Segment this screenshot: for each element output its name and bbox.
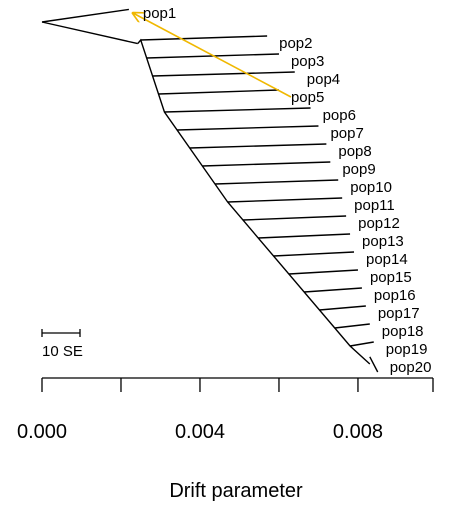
- leaf-branch-pop5: [158, 89, 279, 95]
- scale-bar-label: 10 SE: [42, 343, 83, 360]
- leaf-branch-pop4: [152, 71, 295, 77]
- leaf-branch-pop17: [319, 305, 366, 311]
- leaf-label-pop6: pop6: [323, 107, 356, 124]
- leaf-label-pop10: pop10: [350, 179, 392, 196]
- x-tick-label-1: 0.004: [175, 421, 225, 443]
- leaf-branch-pop15: [288, 269, 359, 275]
- leaf-label-pop9: pop9: [342, 161, 375, 178]
- leaf-branch-pop12: [242, 215, 347, 221]
- leaf-label-pop16: pop16: [374, 287, 416, 304]
- leaf-label-pop15: pop15: [370, 269, 412, 286]
- leaf-branch-pop10: [214, 179, 339, 185]
- leaf-branch-pop20: [369, 356, 379, 373]
- leaf-label-pop8: pop8: [338, 143, 371, 160]
- leaf-label-pop14: pop14: [366, 251, 408, 268]
- leaf-label-pop4: pop4: [307, 71, 340, 88]
- x-tick-label-0: 0.000: [17, 421, 67, 443]
- leaf-label-pop5: pop5: [291, 89, 324, 106]
- migration-layer: [133, 13, 292, 98]
- x-axis-title: Drift parameter: [169, 480, 303, 502]
- leaf-label-layer: pop1pop2pop3pop4pop5pop6pop7pop8pop9pop1…: [143, 5, 432, 376]
- leaf-branch-pop8: [189, 143, 327, 149]
- x-axis: 0.000 0.004 0.008 Drift parameter: [17, 377, 434, 502]
- leaf-label-pop11: pop11: [354, 197, 395, 214]
- leaf-branch-pop14: [273, 251, 355, 257]
- leaf-label-pop19: pop19: [386, 341, 428, 358]
- leaf-branch-pop2: [140, 35, 268, 41]
- leaf-branch-pop19: [349, 341, 374, 347]
- leaf-label-pop7: pop7: [330, 125, 363, 142]
- leaf-label-pop12: pop12: [358, 215, 400, 232]
- scale-bar: 10 SE: [41, 329, 83, 360]
- leaf-branch-pop18: [334, 323, 370, 329]
- leaf-branch-pop13: [258, 233, 351, 239]
- migration-edge-pop5-to-pop1: [133, 13, 292, 98]
- leaf-label-pop1: pop1: [143, 5, 176, 22]
- x-axis-ticks: 0.000 0.004 0.008: [17, 378, 434, 443]
- root-branch-backbone: [41, 21, 138, 45]
- leaf-branch-pop7: [177, 125, 319, 131]
- leaf-label-pop13: pop13: [362, 233, 404, 250]
- tree-backbone: [137, 38, 371, 365]
- root-branch-pop1: [41, 8, 129, 23]
- leaf-branch-pop9: [202, 161, 331, 167]
- tree-layer: [41, 8, 379, 373]
- leaf-label-pop18: pop18: [382, 323, 424, 340]
- leaf-label-pop2: pop2: [279, 35, 312, 52]
- leaf-branch-pop16: [304, 287, 362, 293]
- leaf-label-pop20: pop20: [390, 359, 432, 376]
- leaf-label-pop3: pop3: [291, 53, 324, 70]
- leaf-branch-pop11: [227, 197, 343, 203]
- leaf-branch-pop6: [164, 107, 311, 113]
- x-tick-label-2: 0.008: [333, 421, 383, 443]
- leaf-label-pop17: pop17: [378, 305, 420, 322]
